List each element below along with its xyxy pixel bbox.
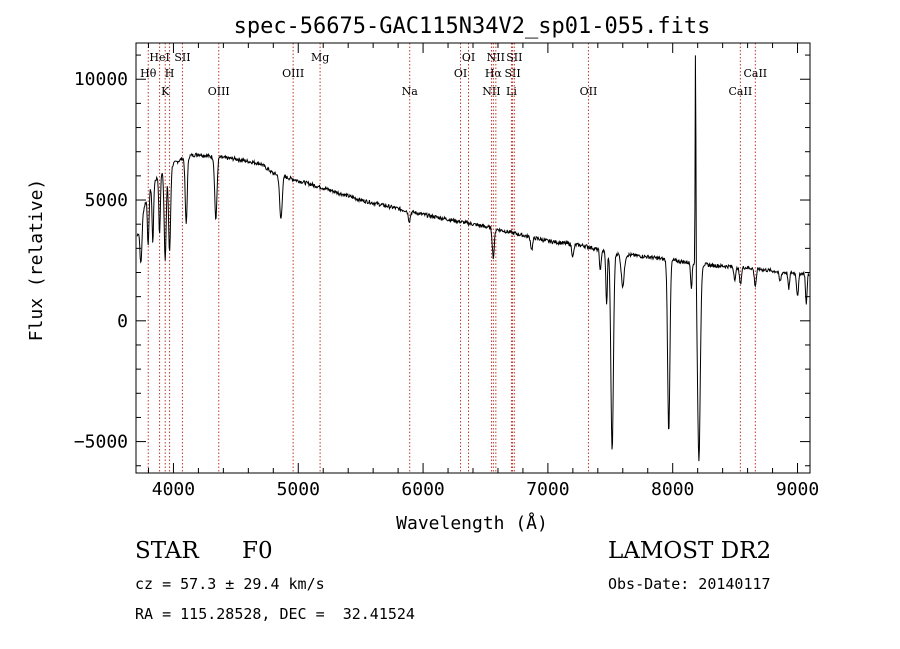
line-marker-label: OIII [208,85,230,98]
line-markers: Hθ HeI KH SII OIII OIII Mg Na OI OI NII Hα NII Li SII S… [140,43,767,473]
line-marker-label: NII [487,51,505,64]
line-marker-label: Mg [311,51,329,64]
y-axis-label: Flux (relative) [26,179,47,342]
line-marker-label: SII [174,51,190,64]
object-class: STAR [135,538,199,564]
redshift-cz: cz = 57.3 ± 29.4 km/s [135,575,325,593]
line-marker-label: OII [580,85,598,98]
line-marker-label: K [161,85,170,98]
line-marker-label: SII [504,67,520,80]
y-tick-label: 10000 [74,69,128,90]
line-marker-label: NII [482,85,500,98]
line-marker-label: OI [462,51,475,64]
x-tick-label: 8000 [651,479,694,500]
obs-date: Obs-Date: 20140117 [608,575,771,593]
line-marker-label: CaII [743,67,767,80]
spectrum-plot: spec-56675-GAC115N34V2_sp01-055.fits HθH… [26,14,819,534]
x-tick-label: 4000 [152,479,195,500]
x-tick-label: 7000 [526,479,569,500]
line-marker-label: OI [454,67,467,80]
line-marker-label: HeI [149,51,169,64]
plot-frame [135,42,811,474]
y-tick-label: −5000 [74,432,128,453]
line-marker-label: Hθ [140,67,157,80]
line-marker-label: Hα [485,67,503,80]
y-tick-label: 0 [117,311,128,332]
spectrum-line [136,55,810,462]
coordinates: RA = 115.28528, DEC = 32.41524 [135,605,415,623]
line-marker-label: CaII [729,85,753,98]
line-marker-label: OIII [282,67,304,80]
x-tick-label: 5000 [277,479,320,500]
line-marker-label: H [165,67,175,80]
survey-name: LAMOST DR2 [608,538,772,564]
line-marker-label: Li [506,85,517,98]
chart-title: spec-56675-GAC115N34V2_sp01-055.fits [234,14,711,39]
x-tick-label: 9000 [776,479,819,500]
line-marker-label: Na [402,85,419,98]
x-axis-label: Wavelength (Å) [396,512,548,534]
x-tick-label: 6000 [401,479,444,500]
x-axis: 4000 5000 6000 7000 8000 9000 [147,43,819,500]
y-axis: −5000 0 5000 10000 [74,54,810,467]
y-tick-label: 5000 [85,190,128,211]
subclass: F0 [242,538,273,564]
line-marker-label: SII [506,51,522,64]
